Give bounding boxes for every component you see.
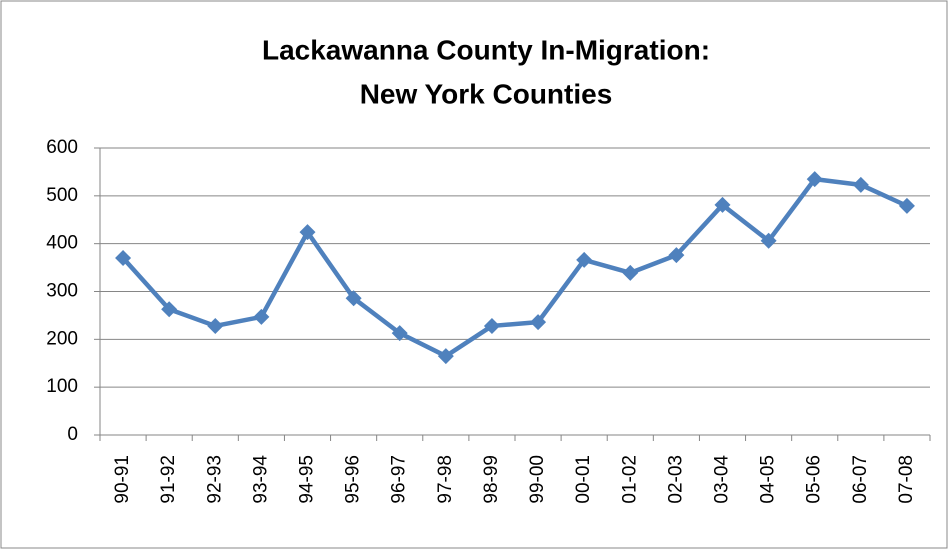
series-line xyxy=(121,176,908,359)
x-tick-label: 95-96 xyxy=(343,455,364,504)
point-marker xyxy=(161,301,178,318)
x-tick-label: 03-04 xyxy=(712,455,733,504)
point-marker xyxy=(345,290,362,307)
x-tick-label: 91-92 xyxy=(158,455,179,504)
x-tick-label: 97-98 xyxy=(435,455,456,504)
point-marker xyxy=(253,308,270,325)
point-marker xyxy=(207,317,224,334)
x-tick-label: 98-99 xyxy=(481,455,502,504)
point-marker xyxy=(668,247,685,264)
point-marker xyxy=(483,317,500,334)
x-tick-label: 96-97 xyxy=(389,455,410,504)
x-tick-label: 01-02 xyxy=(619,455,640,504)
point-marker xyxy=(806,171,823,188)
x-tick-label: 05-06 xyxy=(804,455,825,504)
y-tick-label: 200 xyxy=(46,328,78,349)
y-tick-label: 400 xyxy=(46,233,78,254)
x-tick-label: 99-00 xyxy=(527,455,548,504)
point-marker xyxy=(898,197,915,214)
chart-title: Lackawanna County In-Migration: xyxy=(262,34,710,65)
point-marker xyxy=(437,348,454,365)
x-tick-label: 04-05 xyxy=(758,455,779,504)
x-tick-label: 00-01 xyxy=(573,455,594,504)
x-tick-label: 02-03 xyxy=(665,455,686,504)
point-marker xyxy=(391,325,408,342)
point-marker xyxy=(714,196,731,213)
x-tick-label: 07-08 xyxy=(896,455,917,504)
point-marker xyxy=(530,314,547,331)
point-marker xyxy=(115,250,132,267)
y-tick-label: 0 xyxy=(67,424,78,445)
y-tick-label: 300 xyxy=(46,281,78,302)
x-tick-label: 93-94 xyxy=(250,455,271,504)
chart-title: New York Counties xyxy=(360,78,613,109)
point-marker xyxy=(299,224,316,241)
x-tick-label: 94-95 xyxy=(297,455,318,504)
point-marker xyxy=(760,232,777,249)
x-tick-label: 90-91 xyxy=(112,455,133,504)
y-tick-label: 500 xyxy=(46,185,78,206)
y-tick-label: 600 xyxy=(46,137,78,158)
point-marker xyxy=(576,251,593,268)
y-tick-label: 100 xyxy=(46,376,78,397)
x-tick-label: 06-07 xyxy=(850,455,871,504)
point-marker xyxy=(852,176,869,193)
point-marker xyxy=(622,264,639,281)
x-tick-label: 92-93 xyxy=(204,455,225,504)
